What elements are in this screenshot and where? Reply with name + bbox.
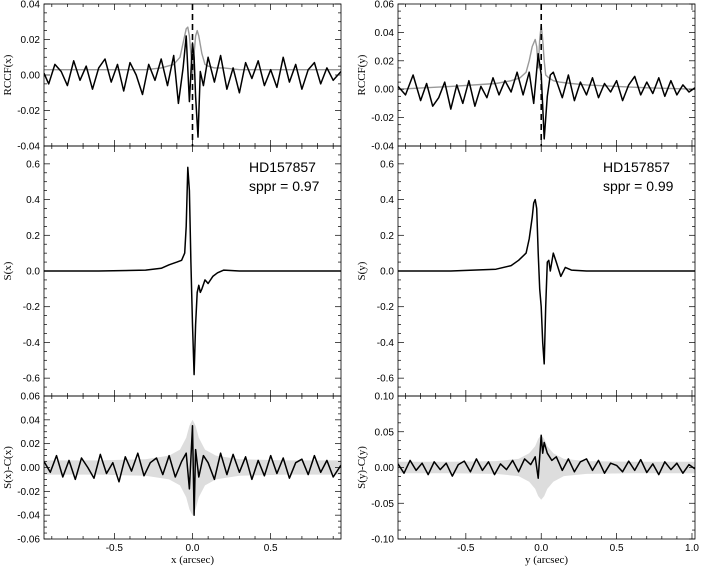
y-tick-label: 0.06 bbox=[21, 392, 41, 403]
y-tick-label: 0.05 bbox=[375, 427, 395, 438]
y-tick-label: 0.6 bbox=[26, 159, 40, 170]
sppr-label: sppr = 0.97 bbox=[249, 178, 320, 194]
series-line-1 bbox=[398, 434, 695, 479]
panel-x-s: -0.6 -0.4 -0.2 0.0 0.2 0.4 0.6 S(x) HD157857 sppr… bbox=[2, 145, 342, 397]
y-tick-label: 0.02 bbox=[21, 439, 41, 450]
y-tick-label: -0.4 bbox=[377, 338, 395, 349]
y-tick-label: -0.04 bbox=[17, 142, 40, 153]
y-tick-label: -0.04 bbox=[17, 511, 40, 522]
y-tick-label: 0.02 bbox=[375, 56, 395, 67]
x-tick-label: 0.5 bbox=[264, 543, 278, 554]
y-tick-label: 0.0 bbox=[380, 267, 394, 278]
y-tick-label: 0.2 bbox=[26, 231, 40, 242]
star-name-label: HD157857 bbox=[603, 159, 670, 175]
y-axis-label: S(y)-C(y) bbox=[356, 446, 368, 489]
y-axis-label: S(y) bbox=[356, 261, 368, 280]
y-tick-label: -0.05 bbox=[371, 499, 394, 510]
x-axis-label: x (arcsec) bbox=[171, 554, 214, 566]
y-tick-label: 0.6 bbox=[380, 159, 394, 170]
x-tick-label: 0.5 bbox=[610, 543, 624, 554]
y-axis-label: S(x) bbox=[2, 261, 14, 280]
y-axis-label: S(x)-C(x) bbox=[2, 446, 14, 489]
y-axis-label: RCCF(x) bbox=[2, 54, 14, 95]
y-tick-label: 0.06 bbox=[375, 0, 395, 11]
y-tick-label: -0.10 bbox=[371, 535, 394, 546]
y-tick-label: -0.02 bbox=[17, 106, 40, 117]
sppr-label: sppr = 0.99 bbox=[603, 178, 674, 194]
panel-x-rccf: -0.04 -0.02 0.00 0.02 0.04 RCCF(x) bbox=[2, 0, 342, 153]
x-tick-label: -0.5 bbox=[106, 543, 124, 554]
series-line-1 bbox=[44, 425, 341, 516]
y-tick-label: 0.00 bbox=[21, 463, 41, 474]
y-tick-label: 0.04 bbox=[21, 0, 41, 11]
series-line-1 bbox=[398, 198, 695, 365]
error-band bbox=[398, 435, 695, 500]
y-tick-label: -0.4 bbox=[23, 338, 41, 349]
x-tick-label: -0.5 bbox=[457, 543, 475, 554]
y-tick-label: -0.6 bbox=[377, 374, 395, 385]
panel-y-s: -0.6 -0.4 -0.2 0.0 0.2 0.4 0.6 S(y) HD157857 sppr… bbox=[356, 145, 696, 397]
y-axis-label: RCCF(y) bbox=[356, 54, 368, 95]
y-tick-label: 0.2 bbox=[380, 231, 394, 242]
y-tick-label: 0.00 bbox=[375, 463, 395, 474]
y-tick-label: 0.00 bbox=[21, 71, 41, 82]
y-tick-label: -0.02 bbox=[17, 487, 40, 498]
y-tick-label: 0.04 bbox=[21, 415, 41, 426]
series-line-1 bbox=[398, 24, 695, 90]
y-tick-label: -0.02 bbox=[371, 113, 394, 124]
y-tick-label: -0.6 bbox=[23, 374, 41, 385]
x-tick-label: 0.0 bbox=[186, 543, 200, 554]
star-name-label: HD157857 bbox=[249, 159, 316, 175]
panel-y-resid: -0.10 -0.05 0.00 0.05 0.10 -0.5 0.0 0.5 1.0 S(y)-… bbox=[356, 392, 699, 567]
y-tick-label: -0.2 bbox=[23, 302, 41, 313]
panel-x-resid: -0.06 -0.04 -0.02 0.00 0.02 0.04 0.06 -0.5 0.0 0.… bbox=[2, 392, 342, 566]
series-line-2 bbox=[398, 52, 695, 140]
y-tick-label: 0.00 bbox=[375, 85, 395, 96]
y-tick-label: -0.04 bbox=[371, 142, 394, 153]
panel-y-rccf: -0.04 -0.02 0.00 0.02 0.04 0.06 RCCF(y) bbox=[356, 0, 696, 153]
y-tick-label: 0.0 bbox=[26, 267, 40, 278]
x-tick-label: 0.0 bbox=[534, 543, 548, 554]
y-tick-label: 0.04 bbox=[375, 28, 395, 39]
series-line-1 bbox=[44, 166, 341, 376]
x-axis-label: y (arcsec) bbox=[525, 554, 568, 566]
x-tick-label: 1.0 bbox=[685, 543, 699, 554]
y-tick-label: -0.06 bbox=[17, 535, 40, 546]
y-tick-label: 0.10 bbox=[375, 392, 395, 403]
y-tick-label: 0.4 bbox=[26, 195, 40, 206]
y-tick-label: -0.2 bbox=[377, 302, 395, 313]
y-tick-label: 0.02 bbox=[21, 35, 41, 46]
series-line-2 bbox=[44, 35, 341, 138]
y-tick-label: 0.4 bbox=[380, 195, 394, 206]
